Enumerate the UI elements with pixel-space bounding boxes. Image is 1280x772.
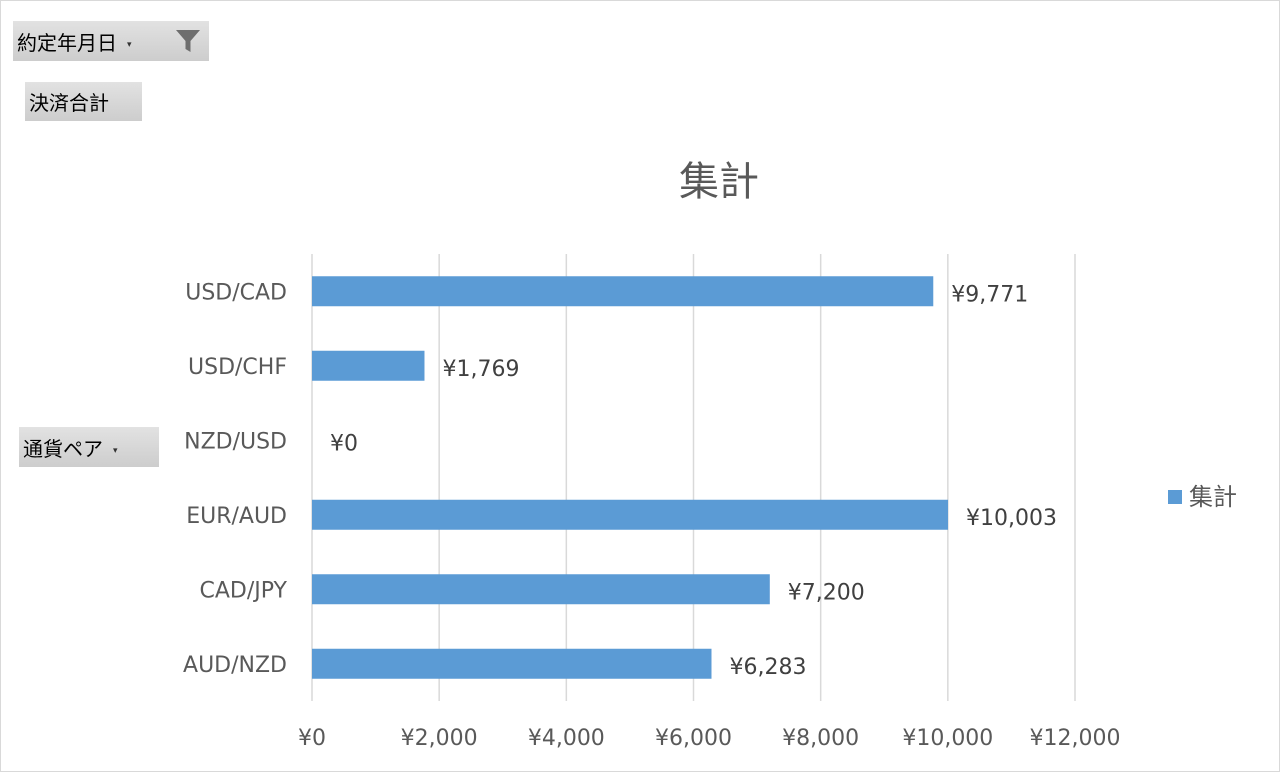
- data-label: ¥9,771: [951, 282, 1028, 307]
- data-label: ¥0: [330, 431, 358, 456]
- data-label: ¥7,200: [788, 580, 865, 605]
- legend-label: 集計: [1189, 483, 1237, 511]
- date-filter-label: 約定年月日: [17, 30, 117, 55]
- legend-swatch: [1168, 490, 1182, 504]
- chevron-down-icon[interactable]: ▾: [113, 446, 118, 456]
- data-label: ¥10,003: [966, 506, 1057, 531]
- y-category-label: USD/CAD: [185, 280, 287, 305]
- data-label: ¥6,283: [729, 655, 806, 680]
- y-category-label: AUD/NZD: [183, 653, 287, 678]
- date-filter-button[interactable]: 約定年月日 ▾: [13, 21, 209, 61]
- x-tick-label: ¥10,000: [902, 726, 993, 751]
- data-label: ¥1,769: [442, 357, 519, 382]
- bar[interactable]: [312, 574, 770, 605]
- bar[interactable]: [312, 350, 425, 381]
- value-field-button[interactable]: 決済合計: [25, 82, 142, 121]
- chevron-down-icon[interactable]: ▾: [127, 40, 132, 50]
- row-field-label: 通貨ペア: [23, 436, 103, 461]
- bar[interactable]: [312, 276, 934, 307]
- chart-title: 集計: [679, 159, 759, 205]
- y-category-label: USD/CHF: [188, 355, 287, 380]
- y-category-label: CAD/JPY: [200, 578, 288, 603]
- funnel-icon[interactable]: [175, 28, 201, 54]
- y-category-label: NZD/USD: [184, 429, 287, 454]
- x-tick-label: ¥8,000: [782, 726, 859, 751]
- bar[interactable]: [312, 499, 949, 530]
- x-tick-label: ¥6,000: [655, 726, 732, 751]
- bar[interactable]: [312, 648, 712, 679]
- row-field-button[interactable]: 通貨ペア ▾: [19, 427, 159, 467]
- x-tick-label: ¥0: [298, 726, 326, 751]
- x-tick-label: ¥12,000: [1030, 726, 1121, 751]
- legend: 集計: [1168, 483, 1237, 511]
- value-field-label: 決済合計: [29, 91, 109, 115]
- x-tick-label: ¥4,000: [528, 726, 605, 751]
- y-category-label: EUR/AUD: [186, 504, 287, 529]
- x-tick-label: ¥2,000: [401, 726, 478, 751]
